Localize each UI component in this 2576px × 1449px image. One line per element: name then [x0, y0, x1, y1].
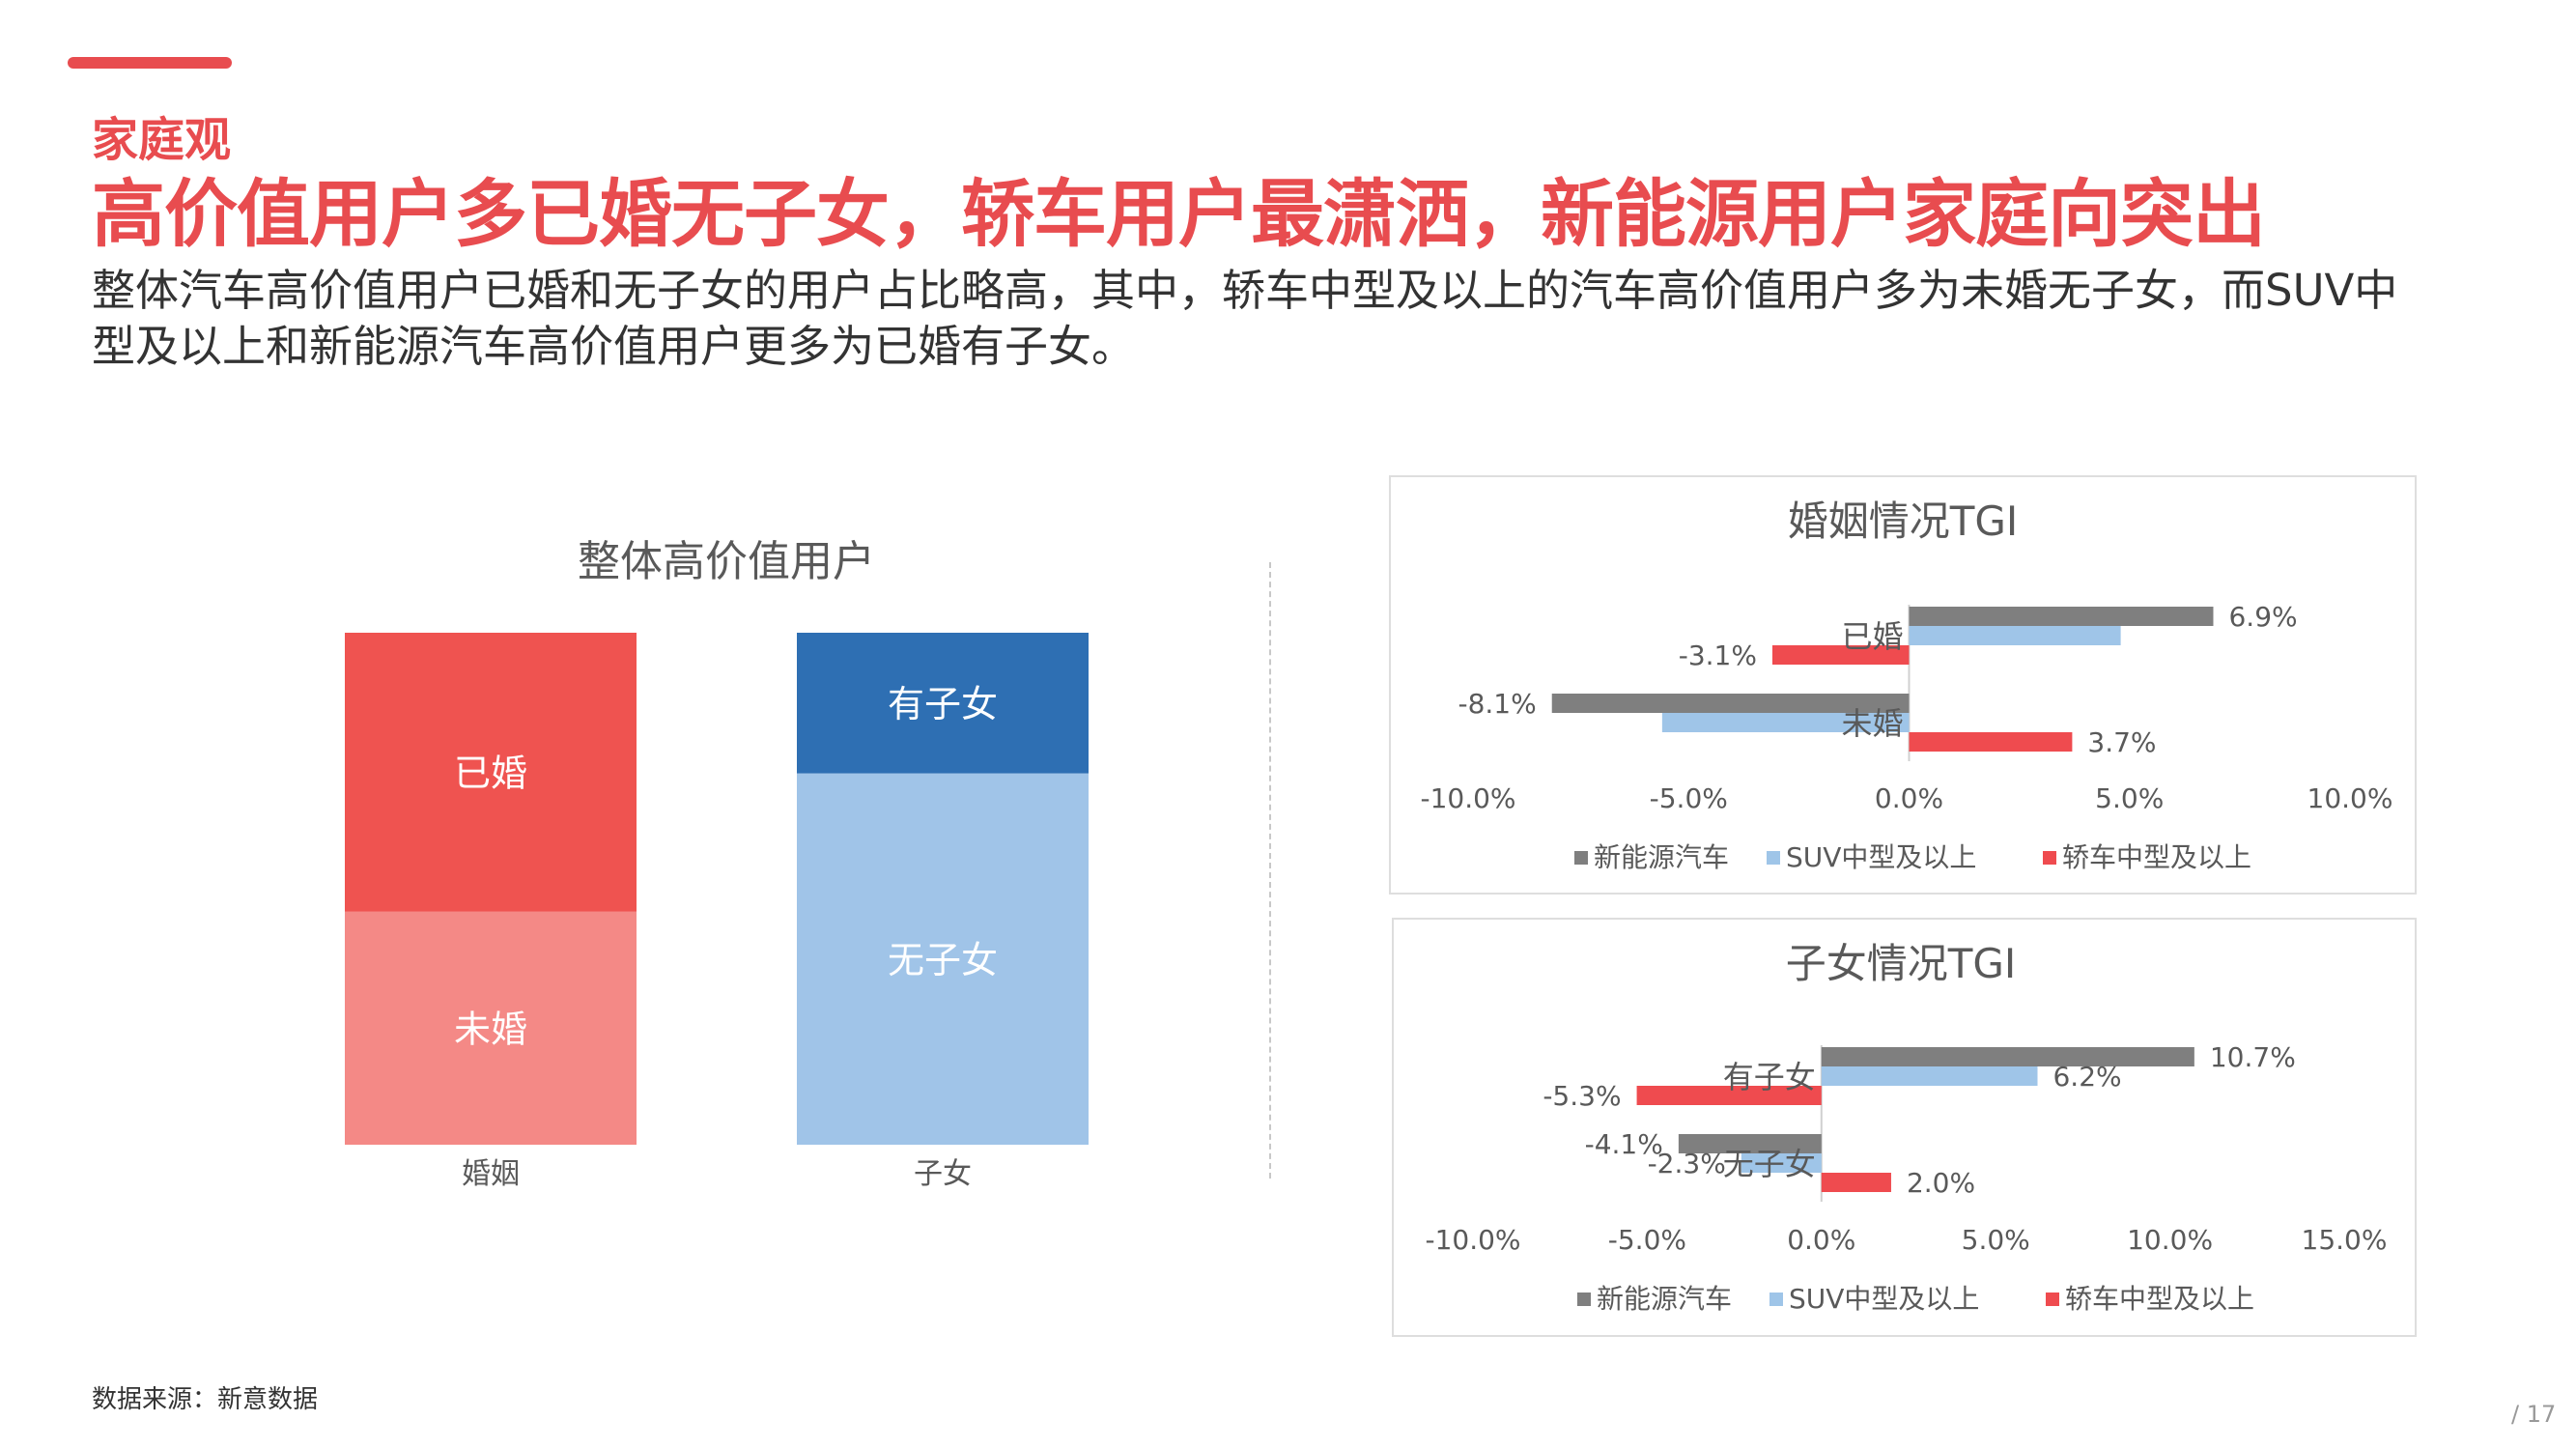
data-label: 2.0%	[1907, 1167, 1975, 1199]
data-label: 6.9%	[2228, 601, 2297, 633]
tgi-bar	[1551, 694, 1910, 713]
category-label: 未婚	[1841, 705, 1903, 742]
tick-label: 10.0%	[2127, 1224, 2213, 1256]
segment-label: 无子女	[888, 939, 998, 981]
data-label: 10.7%	[2210, 1041, 2296, 1073]
tick-label: -5.0%	[1608, 1224, 1686, 1256]
chart-title: 子女情况TGI	[1786, 940, 2017, 987]
data-label: -8.1%	[1458, 688, 1536, 720]
children-tgi-chart: 子女情况TGI 10.7% 6.2% -5.3% 有子女 -4.1%-2.3% 2.0% 无子…	[1425, 940, 2388, 1315]
legend-swatch	[1767, 851, 1780, 865]
chart-title: 整体高价值用户	[578, 537, 875, 586]
stack-segment	[797, 773, 1089, 1145]
tgi-bar	[1771, 645, 1910, 665]
category-label: 婚姻	[462, 1157, 520, 1191]
accent-bar	[68, 57, 232, 69]
data-label: -5.3%	[1543, 1080, 1621, 1112]
tgi-bar	[1909, 626, 2121, 645]
marriage-tgi-chart: 婚姻情况TGI 6.9% -3.1% 已婚 -8.1% 3.7% 未婚 -10.0% -5.0%…	[1420, 497, 2393, 873]
legend-label: 新能源汽车	[1597, 1283, 1732, 1315]
legend-swatch	[1769, 1293, 1783, 1306]
tick-label: 5.0%	[2095, 782, 2164, 814]
segment-label: 未婚	[454, 1008, 527, 1050]
data-label: 3.7%	[2087, 726, 2156, 758]
tgi-bar	[1821, 1047, 2194, 1066]
tgi-bar	[1821, 1066, 2038, 1086]
tick-label: 0.0%	[1875, 782, 1943, 814]
tgi-bar	[1909, 732, 2073, 752]
legend-label: SUV中型及以上	[1789, 1283, 1979, 1315]
stack-segment	[797, 633, 1089, 774]
data-source-note: 数据来源：新意数据	[92, 1385, 319, 1414]
page-title: 高价值用户多已婚无子女，轿车用户最潇洒，新能源用户家庭向突出	[92, 171, 2266, 257]
tgi-bar	[1741, 1153, 1822, 1173]
legend-label: SUV中型及以上	[1786, 841, 1976, 873]
summary-text: 整体汽车高价值用户已婚和无子女的用户占比略高，其中，轿车中型及以上的汽车高价值用…	[92, 265, 2398, 372]
page-number: / 17	[2511, 1401, 2557, 1428]
marriage-tgi-panel: 婚姻情况TGI 6.9% -3.1% 已婚 -8.1% 3.7% 未婚 -10.0% -5.0%…	[1389, 475, 2417, 895]
tick-label: -5.0%	[1650, 782, 1728, 814]
stack-segment	[345, 911, 637, 1145]
legend-label: 轿车中型及以上	[2065, 1283, 2254, 1315]
legend-swatch	[2046, 1293, 2059, 1306]
category-label: 子女	[914, 1157, 972, 1191]
stack-segment	[345, 633, 637, 912]
tgi-bar	[1909, 607, 2214, 626]
tick-label: 15.0%	[2302, 1224, 2388, 1256]
tgi-bar	[1821, 1173, 1891, 1192]
legend-swatch	[1574, 851, 1588, 865]
tick-label: 10.0%	[2307, 782, 2393, 814]
chart-title: 婚姻情况TGI	[1788, 497, 2019, 545]
tgi-bar	[1661, 713, 1910, 732]
tick-label: 5.0%	[1962, 1224, 2030, 1256]
tick-label: -10.0%	[1425, 1224, 1520, 1256]
legend-label: 新能源汽车	[1594, 841, 1729, 873]
divider-line	[1269, 562, 1271, 1179]
category-label: 已婚	[1841, 618, 1903, 655]
legend-label: 轿车中型及以上	[2062, 841, 2251, 873]
data-label: -2.3%	[1648, 1148, 1726, 1179]
tick-label: 0.0%	[1787, 1224, 1855, 1256]
segment-label: 有子女	[888, 683, 998, 725]
legend-swatch	[1577, 1293, 1591, 1306]
section-tag: 家庭观	[92, 113, 232, 167]
data-label: -3.1%	[1679, 639, 1757, 671]
data-label: -4.1%	[1585, 1128, 1663, 1160]
data-label: 6.2%	[2052, 1061, 2121, 1093]
legend-swatch	[2043, 851, 2056, 865]
children-tgi-panel: 子女情况TGI 10.7% 6.2% -5.3% 有子女 -4.1% -2.3% 2.0% 无子…	[1392, 918, 2417, 1337]
category-label: 无子女	[1723, 1146, 1816, 1182]
tick-label: -10.0%	[1420, 782, 1515, 814]
tgi-bar	[1678, 1134, 1822, 1153]
category-label: 有子女	[1723, 1059, 1816, 1095]
tgi-bar	[1636, 1086, 1822, 1105]
segment-label: 已婚	[454, 752, 527, 794]
